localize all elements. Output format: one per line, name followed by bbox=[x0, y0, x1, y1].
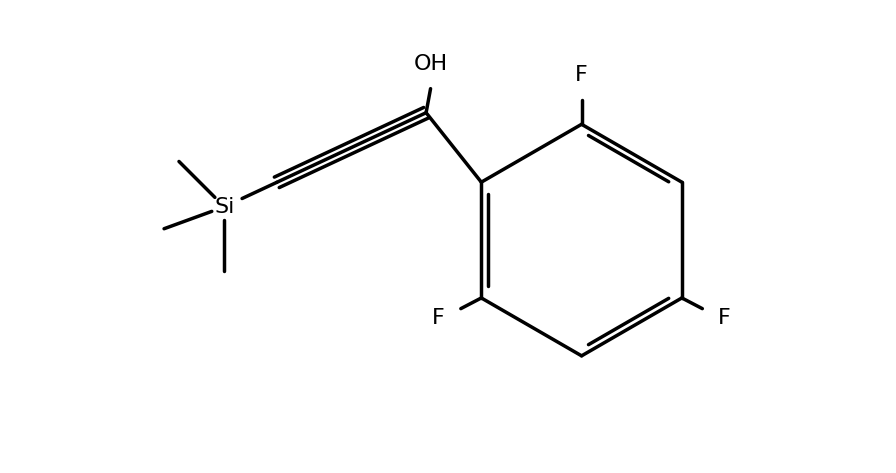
Text: F: F bbox=[719, 307, 731, 327]
Text: OH: OH bbox=[413, 54, 448, 74]
Text: F: F bbox=[575, 65, 588, 85]
Text: F: F bbox=[432, 307, 445, 327]
Text: Si: Si bbox=[214, 197, 235, 217]
